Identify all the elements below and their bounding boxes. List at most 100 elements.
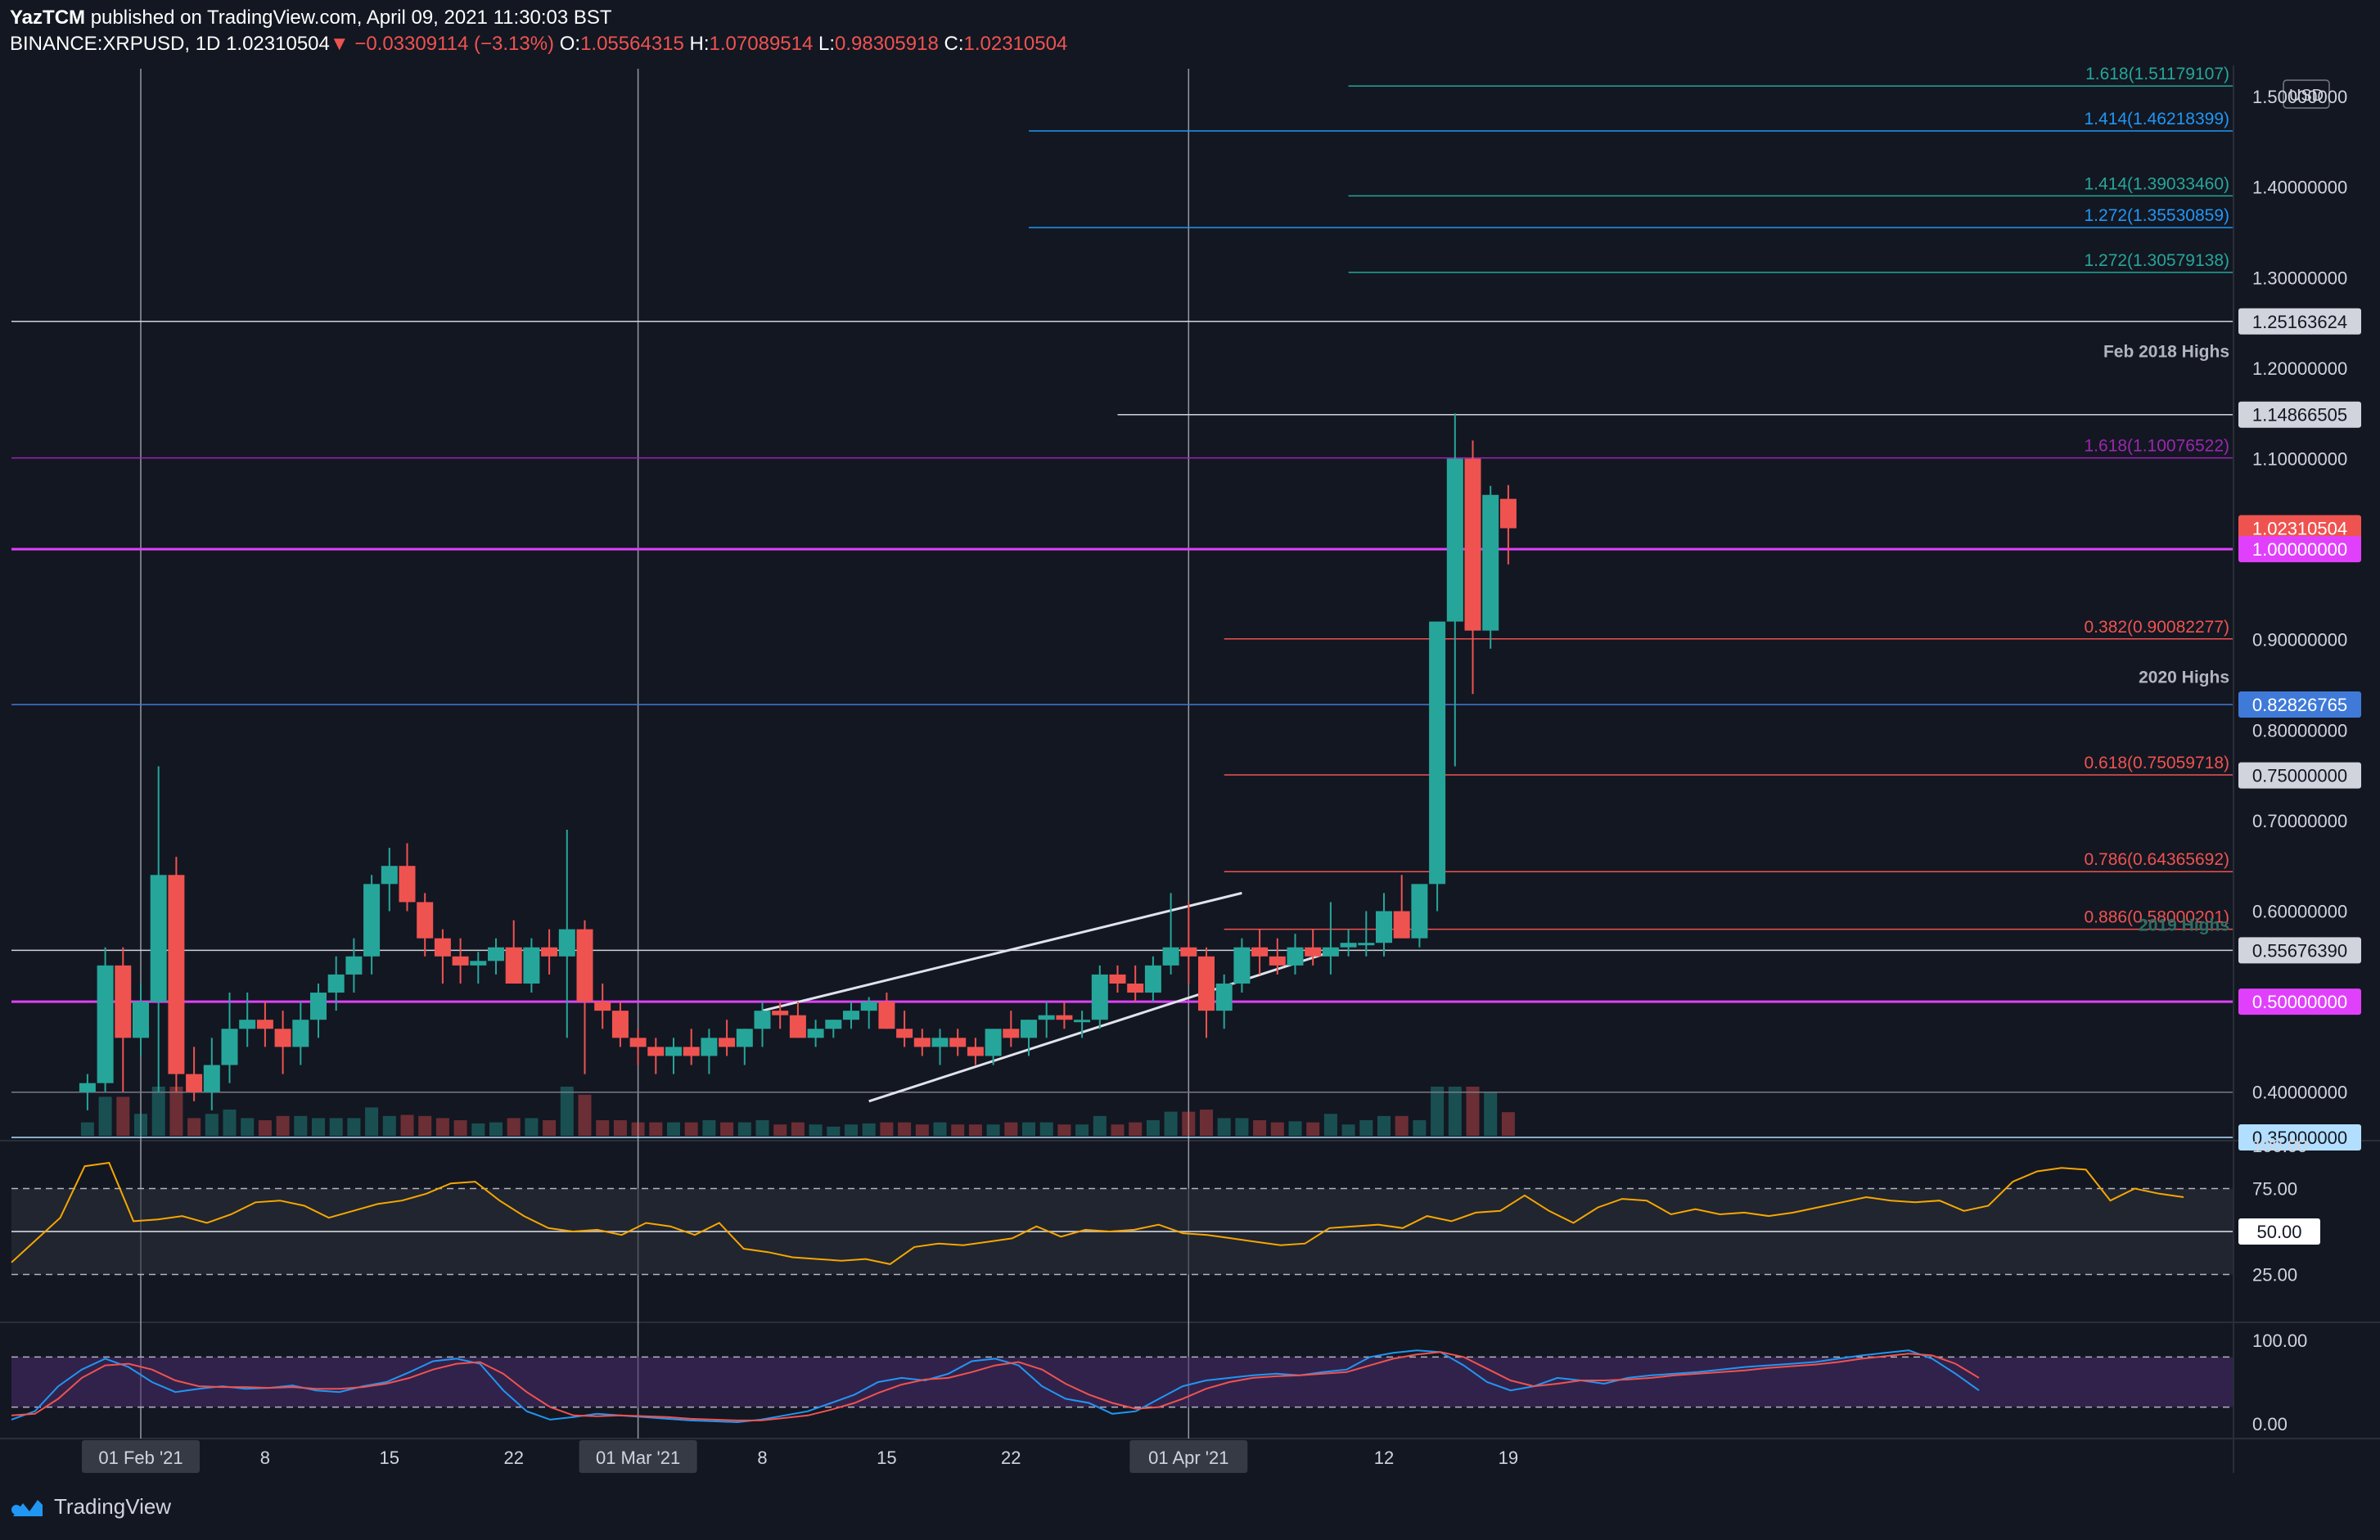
candle [274, 1011, 291, 1074]
candle-body [1340, 943, 1357, 948]
candle [1003, 1011, 1020, 1047]
level-label: 1.272(1.35530859) [2085, 206, 2230, 225]
candle [115, 947, 132, 1092]
volume-bar [613, 1120, 627, 1136]
candle-body [576, 929, 593, 1002]
volume-bar [1377, 1115, 1391, 1136]
candle-body [807, 1029, 824, 1038]
candle [363, 875, 381, 975]
chart-footer [0, 1481, 2380, 1540]
candle-body [1233, 947, 1251, 984]
price-badge-label: 1.25163624 [2252, 312, 2347, 332]
rsi-tick-label: 25.00 [2252, 1265, 2297, 1286]
rsi-badge-label: 50.00 [2256, 1222, 2301, 1242]
candle [1482, 485, 1499, 649]
volume-bar [898, 1122, 912, 1136]
candle-body [1109, 974, 1126, 984]
volume-bar [880, 1122, 894, 1136]
tradingview-brand[interactable]: TradingView [10, 1494, 171, 1520]
candle-body [1499, 498, 1517, 529]
candle [1322, 902, 1339, 975]
candle-body [931, 1038, 949, 1047]
candle [843, 1002, 859, 1029]
candle [896, 1011, 913, 1047]
candle-body [949, 1038, 967, 1047]
candle [913, 1029, 931, 1056]
price-badge-label: 0.55676390 [2252, 940, 2347, 961]
price-badge [2238, 401, 2361, 428]
volume-bar [80, 1122, 94, 1136]
volume-bar [258, 1120, 272, 1136]
stoch-tick-label: 0.00 [2252, 1414, 2288, 1434]
candle [327, 956, 345, 1011]
volume-bar [400, 1114, 414, 1136]
candle [1251, 929, 1269, 975]
candle-body [913, 1038, 931, 1047]
volume-bar [1057, 1124, 1071, 1136]
volume-bar [1182, 1111, 1196, 1136]
candle-body [1464, 458, 1481, 631]
candle [1198, 947, 1215, 1038]
candle-body [327, 974, 345, 993]
candle [736, 1029, 753, 1065]
candle [611, 1002, 629, 1047]
candle-body [150, 875, 167, 1002]
price-badge [2238, 937, 2361, 964]
volume-bar [1306, 1122, 1320, 1136]
candle [1056, 1002, 1073, 1029]
open-value: 1.05564315 [580, 33, 684, 55]
volume-bar [435, 1118, 449, 1136]
candle-body [1411, 884, 1428, 939]
candle-body [967, 1047, 984, 1056]
candle-body [115, 965, 132, 1038]
candle-body [1144, 965, 1161, 993]
candle-body [1251, 947, 1269, 957]
price-badge-label: 1.02310504 [2252, 519, 2347, 539]
volume-bar [453, 1120, 467, 1136]
level-label: 1.272(1.30579138) [2085, 251, 2230, 270]
price-tick-label: 0.90000000 [2252, 630, 2347, 651]
volume-bar [365, 1107, 379, 1136]
time-tick-label: 15 [877, 1448, 896, 1468]
time-tick-label: 8 [757, 1448, 767, 1468]
candle-body [825, 1020, 842, 1029]
volume-bar [347, 1118, 361, 1136]
ohlc-legend: BINANCE:XRPUSD, 1D 1.02310504▼ −0.033091… [10, 33, 1067, 56]
symbol-label[interactable]: BINANCE:XRPUSD, 1D [10, 33, 221, 55]
volume-bar [1200, 1110, 1213, 1136]
volume-bar [1288, 1121, 1302, 1136]
candle-body [221, 1029, 238, 1065]
candle-body [843, 1011, 859, 1020]
publish-info: YazTCM published on TradingView.com, Apr… [10, 7, 612, 29]
candle [985, 1029, 1002, 1065]
level-label: 1.618(1.51179107) [2085, 65, 2229, 83]
volume-bar [649, 1122, 663, 1136]
author-name[interactable]: YazTCM [10, 7, 86, 29]
candle-body [523, 947, 540, 984]
candle-body [203, 1065, 220, 1092]
candle-body [789, 1015, 806, 1038]
candle-body [541, 947, 558, 957]
high-label: H: [689, 33, 710, 55]
volume-bar [187, 1118, 201, 1136]
volume-bar [933, 1122, 947, 1136]
candle-body [1215, 983, 1233, 1011]
price-tick-label: 1.20000000 [2252, 358, 2347, 379]
candle [1411, 884, 1428, 948]
stoch-band [11, 1357, 2233, 1407]
candle [967, 1038, 984, 1065]
level-label: 1.414(1.46218399) [2085, 110, 2230, 128]
candle [558, 829, 575, 1038]
candle [860, 997, 877, 1029]
volume-bar [1413, 1120, 1427, 1136]
candle [79, 1074, 96, 1110]
time-badge [1129, 1440, 1248, 1473]
volume-bar [951, 1124, 965, 1136]
volume-bar [489, 1122, 503, 1136]
candle [931, 1029, 949, 1065]
volume-bar [1111, 1124, 1125, 1136]
candle-body [1429, 621, 1446, 885]
candle [1215, 974, 1233, 1029]
price-tick-label: 1.40000000 [2252, 178, 2347, 198]
